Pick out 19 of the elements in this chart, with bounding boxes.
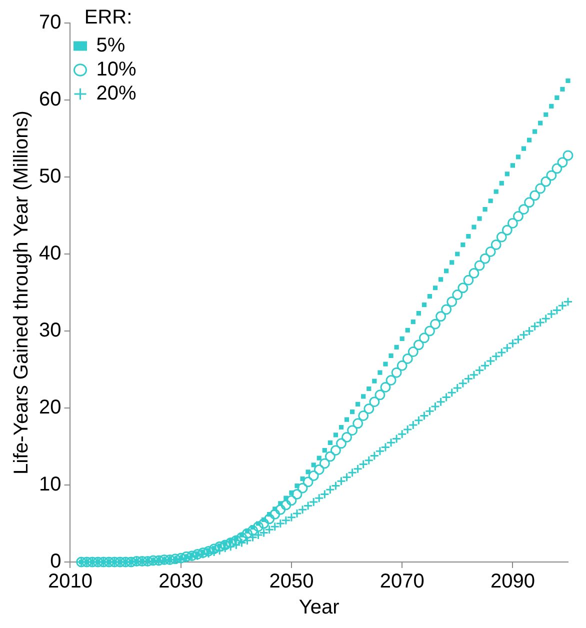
y-tick-label: 70 <box>38 12 62 34</box>
y-tick-label: 60 <box>38 88 62 111</box>
y-tick-label: 0 <box>50 550 62 573</box>
y-tick-label: 20 <box>38 396 62 419</box>
x-tick-label: 2010 <box>48 570 92 593</box>
y-tick-label: 30 <box>38 320 62 342</box>
x-tick-label: 2090 <box>490 570 535 593</box>
legend-title: ERR: <box>84 6 132 29</box>
legend-label: 5% <box>96 34 126 57</box>
x-tick-label: 2050 <box>269 570 314 593</box>
legend-label: 20% <box>96 82 136 105</box>
y-tick-label: 10 <box>38 474 62 496</box>
y-tick-label: 50 <box>38 166 62 188</box>
x-tick-label: 2070 <box>380 570 424 593</box>
y-axis-title: Life-Years Gained through Year (Millions) <box>10 110 33 474</box>
y-tick-label: 40 <box>38 242 62 265</box>
x-tick-label: 2030 <box>158 570 204 593</box>
x-axis-title: Year <box>298 596 340 619</box>
legend-label: 10% <box>96 58 136 81</box>
